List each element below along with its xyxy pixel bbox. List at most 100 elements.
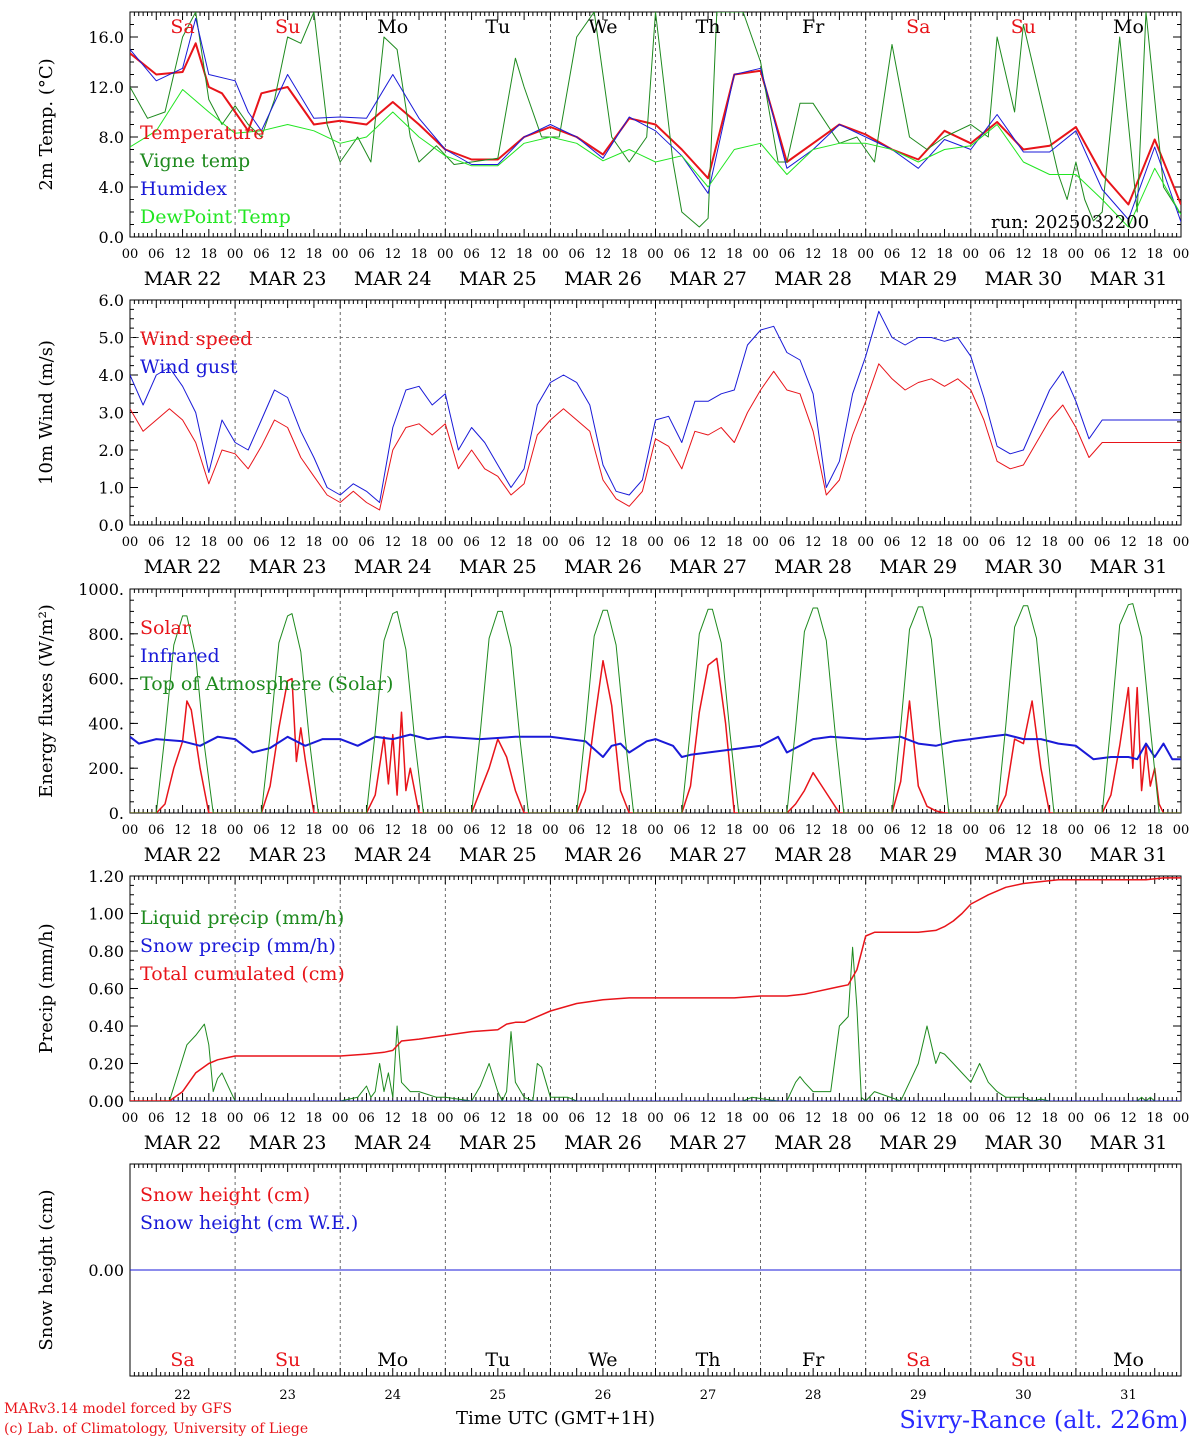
date-label: MAR 31 [1090,268,1168,290]
hour-tick-label: 00 [857,823,874,838]
day-number-label: 24 [384,1388,401,1403]
series-line-2-1 [130,363,1181,511]
hour-tick-label: 06 [884,247,901,262]
hour-tick-label: 18 [201,1111,218,1126]
date-label: MAR 31 [1090,1132,1168,1154]
hour-tick-label: 00 [1173,1111,1190,1126]
hour-tick-label: 18 [411,823,428,838]
y-axis-label: 2m Temp. (°C) [36,58,57,190]
hour-tick-label: 00 [1068,247,1085,262]
panel-2: 0.0 1.0 2.0 3.0 4.0 5.0 6.0 10m Wind (m/s) Wind … [36,291,1189,578]
date-label: MAR 25 [459,556,537,578]
hour-tick-label: 12 [490,823,507,838]
y-tick-label: 200. [88,759,124,778]
y-axis-label: Snow height (cm) [36,1189,57,1350]
hour-tick-label: 00 [752,247,769,262]
series-line-3-1 [130,657,1181,813]
hour-tick-label: 00 [963,1111,980,1126]
hour-tick-label: 18 [1041,1111,1058,1126]
y-tick-label: 5.0 [99,329,124,348]
date-label: MAR 27 [669,268,747,290]
series-line-4-1 [130,946,1181,1101]
hour-tick-label: 06 [253,1111,270,1126]
hour-tick-label: 12 [174,535,191,550]
hour-tick-label: 18 [516,823,533,838]
y-tick-label: 0.20 [88,1055,124,1074]
y-tick-label: 0.00 [88,1261,124,1280]
hour-tick-label: 06 [779,535,796,550]
date-label: MAR 27 [669,556,747,578]
hour-tick-label: 00 [332,247,349,262]
hour-tick-label: 18 [1041,247,1058,262]
legend-entry: Wind speed [140,328,252,350]
weekday-label-bottom: Sa [906,1349,930,1371]
date-label: MAR 30 [984,556,1062,578]
hour-tick-label: 12 [595,823,612,838]
hour-tick-label: 18 [621,247,638,262]
hour-tick-label: 18 [831,247,848,262]
date-label: MAR 23 [249,268,327,290]
hour-tick-label: 12 [805,1111,822,1126]
legend-entry: Humidex [140,178,227,200]
hour-tick-label: 00 [122,1111,139,1126]
legend-entry: Temperature [140,122,264,144]
legend-entry: Liquid precip (mm/h) [140,907,344,929]
hour-tick-label: 00 [227,247,244,262]
legend-entry: Snow precip (mm/h) [140,935,336,957]
hour-tick-label: 18 [306,535,323,550]
hour-tick-label: 18 [516,247,533,262]
hour-tick-label: 06 [358,535,375,550]
hour-tick-label: 00 [857,247,874,262]
legend-entry: Top of Atmosphere (Solar) [140,673,393,695]
weekday-label-bottom: Tu [485,1349,510,1371]
date-label: MAR 29 [879,844,957,866]
y-tick-label: 0.00 [88,1092,124,1111]
day-number-label: 28 [805,1388,822,1403]
hour-tick-label: 06 [1094,535,1111,550]
hour-tick-label: 00 [963,535,980,550]
panel-5: 0.00 Snow height (cm) Snow height (cm) Snow… [36,1163,1182,1377]
date-label: MAR 27 [669,1132,747,1154]
hour-tick-label: 06 [358,247,375,262]
y-tick-label: 800. [88,625,124,644]
legend-entry: Snow height (cm) [140,1184,310,1206]
hour-tick-label: 18 [621,1111,638,1126]
date-label: MAR 25 [459,1132,537,1154]
date-label: MAR 30 [984,268,1062,290]
legend-entry: Total cumulated (cm) [140,963,345,985]
hour-tick-label: 12 [490,535,507,550]
date-label: MAR 26 [564,268,642,290]
hour-tick-label: 06 [148,823,165,838]
hour-tick-label: 00 [1068,823,1085,838]
hour-tick-label: 12 [1015,535,1032,550]
y-axis-label: 10m Wind (m/s) [36,340,57,485]
hour-tick-label: 18 [936,535,953,550]
legend-entry: DewPoint Temp [140,206,291,228]
weekday-label-top: Fr [802,16,825,38]
day-number-label: 30 [1015,1388,1032,1403]
y-tick-label: 0.80 [88,942,124,961]
hour-tick-label: 00 [647,535,664,550]
legend-entry: Vigne temp [139,150,250,172]
hour-tick-label: 00 [332,1111,349,1126]
hour-tick-label: 18 [831,535,848,550]
plot-frame [129,299,1182,526]
legend-entry: Infrared [140,645,220,667]
hour-tick-label: 06 [463,1111,480,1126]
hour-tick-label: 00 [227,535,244,550]
date-label: MAR 22 [144,844,222,866]
weekday-label-top: Mo [377,16,408,38]
hour-tick-label: 12 [700,823,717,838]
hour-tick-label: 06 [463,823,480,838]
date-label: MAR 29 [879,556,957,578]
run-label: run: 2025032200 [991,212,1149,233]
weekday-label-top: Su [275,16,300,38]
series-line-1-2 [130,12,1181,228]
hour-tick-label: 00 [122,247,139,262]
weekday-label-top: We [588,16,617,38]
hour-tick-label: 06 [674,535,691,550]
series-line-1-1 [130,42,1181,206]
y-tick-label: 600. [88,670,124,689]
y-tick-label: 400. [88,714,124,733]
lab-credit: (c) Lab. of Climatology, University of L… [4,1421,308,1437]
